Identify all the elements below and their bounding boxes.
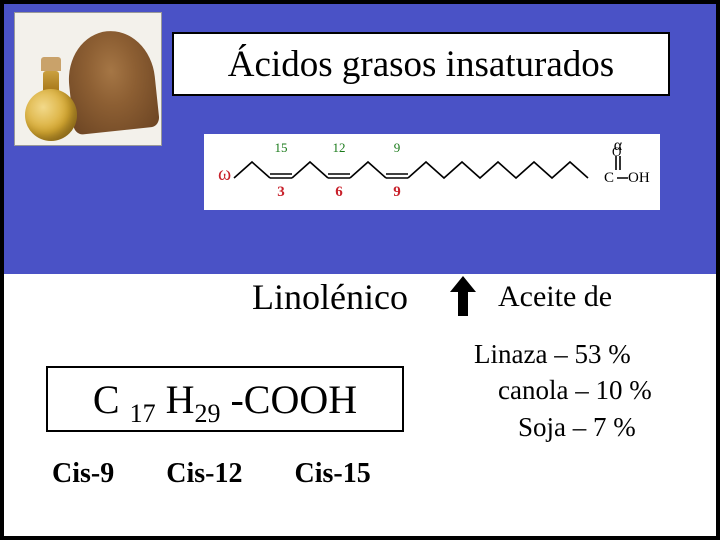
cis-labels-row: Cis-9 Cis-12 Cis-15 xyxy=(52,458,371,490)
cis-12-label: Cis-12 xyxy=(166,458,242,490)
pos-bot-9: 9 xyxy=(393,184,401,200)
molecular-formula-box: C 17 H29 -COOH xyxy=(46,366,404,432)
oil-sources-list: Linaza – 53 % canola – 10 % Soja – 7 % xyxy=(474,336,652,445)
omega-label: ω xyxy=(218,163,231,185)
chemical-structure-panel: ω 15 xyxy=(204,134,660,210)
source-canola: canola – 10 % xyxy=(474,372,652,408)
cooh-c: C xyxy=(604,170,614,186)
slide-title: Ácidos grasos insaturados xyxy=(228,43,614,86)
pos-top-15: 15 xyxy=(275,140,288,155)
info-panel: Linolénico Aceite de Linaza – 53 % canol… xyxy=(4,274,716,536)
source-linaza: Linaza – 53 % xyxy=(474,336,652,372)
formula-text: C 17 H29 -COOH xyxy=(93,376,357,423)
cis-15-label: Cis-15 xyxy=(294,458,370,490)
cooh-o: O xyxy=(612,144,621,159)
source-soja: Soja – 7 % xyxy=(474,409,652,445)
pos-top-9: 9 xyxy=(394,140,401,155)
cis-9-label: Cis-9 xyxy=(52,458,114,490)
oil-seeds-photo xyxy=(14,12,162,146)
oil-bottle xyxy=(21,55,81,141)
pos-bot-6: 6 xyxy=(335,184,343,200)
cooh-oh: OH xyxy=(628,170,650,186)
up-arrow-icon xyxy=(450,276,476,316)
aceite-de-label: Aceite de xyxy=(498,280,612,314)
compound-name: Linolénico xyxy=(252,276,408,318)
pos-bot-3: 3 xyxy=(277,184,285,200)
pos-top-12: 12 xyxy=(333,140,346,155)
linolenic-structure-svg: ω 15 xyxy=(204,134,660,210)
slide-title-box: Ácidos grasos insaturados xyxy=(172,32,670,96)
